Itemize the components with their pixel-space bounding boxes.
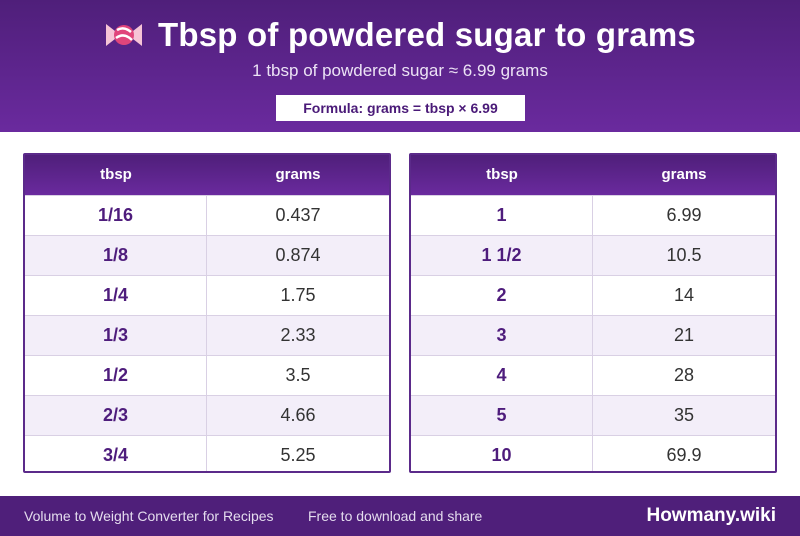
- column-header-grams: grams: [661, 166, 707, 183]
- table-row: 3/4 5.25: [25, 435, 389, 471]
- table-row: 1/4 1.75: [25, 275, 389, 315]
- table-row: 1 1/2 10.5: [411, 235, 775, 275]
- table-row: 3 21: [411, 315, 775, 355]
- column-header-tbsp: tbsp: [486, 166, 518, 183]
- table-header: tbsp grams: [25, 155, 389, 195]
- table-row: 4 28: [411, 355, 775, 395]
- candy-icon: [104, 18, 144, 52]
- conversion-subtitle: 1 tbsp of powdered sugar ≈ 6.99 grams: [252, 61, 548, 80]
- column-header-tbsp: tbsp: [100, 166, 132, 183]
- grams-cell: 0.437: [275, 205, 321, 225]
- table-row: 1 6.99: [411, 195, 775, 235]
- tbsp-cell: 1/8: [25, 236, 207, 275]
- tbsp-cell: 1/3: [25, 316, 207, 355]
- column-header-grams: grams: [275, 166, 321, 183]
- grams-cell: 28: [673, 365, 695, 385]
- tbsp-cell: 3/4: [25, 436, 207, 471]
- grams-cell: 5.25: [280, 445, 316, 465]
- footer-share-note: Free to download and share: [308, 508, 483, 524]
- formula-badge: Formula: grams = tbsp × 6.99: [276, 95, 525, 121]
- grams-cell: 35: [673, 405, 695, 425]
- tbsp-cell: 10: [411, 436, 593, 471]
- tbsp-cell: 2: [411, 276, 593, 315]
- tbsp-cell: 4: [411, 356, 593, 395]
- table-row: 10 69.9: [411, 435, 775, 471]
- grams-cell: 4.66: [280, 405, 316, 425]
- table-row: 1/8 0.874: [25, 235, 389, 275]
- grams-cell: 3.5: [285, 365, 311, 385]
- table-row: 2/3 4.66: [25, 395, 389, 435]
- brand-logo-text[interactable]: Howmany.wiki: [646, 505, 776, 526]
- tbsp-cell: 1/16: [25, 196, 207, 235]
- table-row: 1/16 0.437: [25, 195, 389, 235]
- grams-cell: 6.99: [666, 205, 702, 225]
- tbsp-cell: 1/4: [25, 276, 207, 315]
- table-row: 2 14: [411, 275, 775, 315]
- tbsp-cell: 1/2: [25, 356, 207, 395]
- grams-cell: 69.9: [666, 445, 702, 465]
- page-title: Tbsp of powdered sugar to grams: [158, 16, 696, 53]
- table-row: 1/3 2.33: [25, 315, 389, 355]
- grams-cell: 14: [673, 285, 695, 305]
- table-header: tbsp grams: [411, 155, 775, 195]
- footer-tagline: Volume to Weight Converter for Recipes: [24, 508, 274, 524]
- table-row: 1/2 3.5: [25, 355, 389, 395]
- title-row: Tbsp of powdered sugar to grams: [0, 14, 800, 56]
- tbsp-cell: 5: [411, 396, 593, 435]
- tbsp-cell: 1 1/2: [411, 236, 593, 275]
- tbsp-cell: 1: [411, 196, 593, 235]
- grams-cell: 10.5: [666, 245, 702, 265]
- grams-cell: 1.75: [280, 285, 316, 305]
- conversion-table-left: tbsp grams 1/16 0.437 1/8 0.874 1/4 1.75…: [23, 153, 391, 473]
- conversion-table-right: tbsp grams 1 6.99 1 1/2 10.5 2 14 3 21 4…: [409, 153, 777, 473]
- grams-cell: 21: [673, 325, 695, 345]
- tbsp-cell: 2/3: [25, 396, 207, 435]
- grams-cell: 0.874: [275, 245, 321, 265]
- table-row: 5 35: [411, 395, 775, 435]
- grams-cell: 2.33: [280, 325, 316, 345]
- tbsp-cell: 3: [411, 316, 593, 355]
- header-banner: Tbsp of powdered sugar to grams 1 tbsp o…: [0, 0, 800, 132]
- footer-bar: Volume to Weight Converter for Recipes F…: [0, 496, 800, 536]
